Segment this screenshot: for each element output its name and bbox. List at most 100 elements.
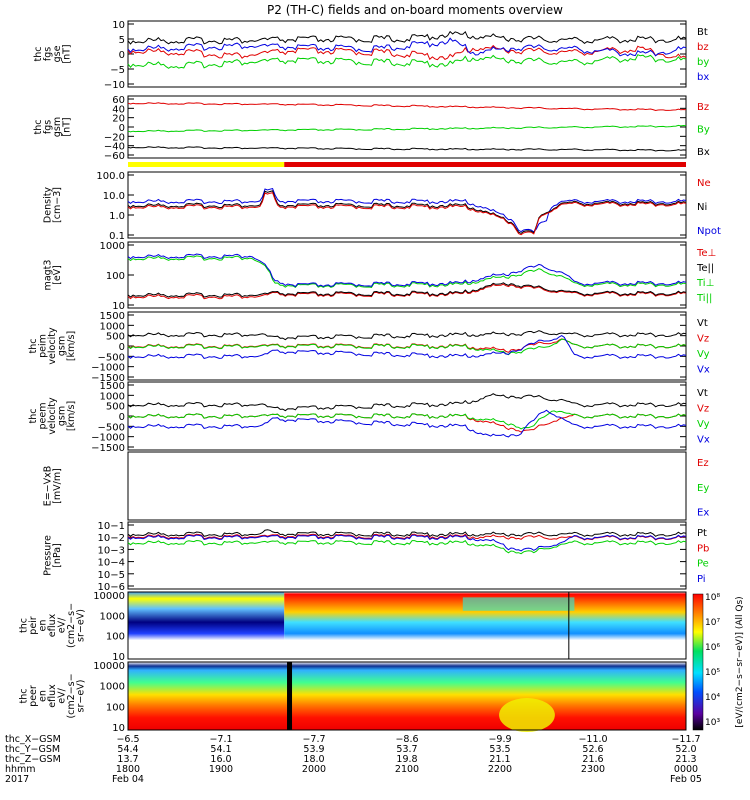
panel-frame: [127, 591, 687, 660]
xaxis-value: −6.5: [116, 734, 139, 745]
ytick-label: 10−1: [98, 521, 125, 532]
xaxis-value: 19.8: [396, 754, 417, 765]
legend-bz: bz: [697, 42, 709, 53]
xaxis-value: 2200: [488, 764, 512, 775]
series-Bt: [127, 30, 687, 45]
ytick-label: 1000: [100, 391, 125, 402]
ylabel-line: en: [38, 620, 49, 632]
xaxis-row-label: thc_X−GSM: [5, 734, 61, 745]
ytick-label: 20: [112, 114, 125, 125]
ytick-label: −500: [98, 422, 125, 433]
series-Te||: [127, 282, 687, 298]
colorbar-label-group: [eV/(cm2−s−sr−eV)] (All Qs): [735, 596, 745, 727]
ytick-label: 1000: [100, 682, 125, 693]
ylabel-line: velocity: [47, 327, 58, 365]
ytick-label: 40: [112, 104, 125, 115]
ylabel-line: [nT]: [61, 117, 72, 136]
ytick-label: 10: [112, 301, 125, 312]
ytick-label: 1000: [100, 241, 125, 252]
xaxis-value: −11.7: [671, 734, 700, 745]
legend-Ex: Ex: [697, 508, 709, 519]
ylabel-line: thc: [19, 618, 30, 633]
ytick-label: 100: [106, 271, 125, 282]
series-Pi: [127, 534, 687, 552]
panel-frame: [127, 661, 687, 731]
xaxis-value: 21.3: [675, 754, 696, 765]
ytick-label: 5: [119, 35, 125, 46]
legend-Ey: Ey: [697, 483, 709, 494]
ylabel-line: peem: [38, 403, 49, 430]
legend-by: by: [697, 57, 709, 68]
series-Vt: [127, 330, 687, 341]
heatmap-gap: [287, 662, 293, 730]
xaxis-value: 1900: [209, 764, 233, 775]
xaxis-start-date: Feb 04: [112, 774, 144, 785]
ylabel-line: velocity: [47, 397, 58, 435]
series-Pe: [127, 539, 687, 555]
xaxis-row-label: thc_Z−GSM: [5, 754, 61, 765]
legend-Ti||: Ti||: [696, 293, 712, 304]
ytick-label: 10−2: [98, 533, 125, 544]
panel-frame: [127, 171, 687, 239]
ytick-label: 1500: [100, 311, 125, 322]
ylabel-line: fgs: [42, 47, 53, 61]
ytick-label: 10: [112, 723, 125, 734]
ytick-label: 100: [106, 632, 125, 643]
legend-Te⊥: Te⊥: [696, 248, 716, 259]
series-Bx: [127, 146, 687, 152]
ytick-label: 0: [119, 123, 125, 134]
ytick-label: 10.0: [103, 191, 125, 202]
panel-efield: E=−VxB[mV/m] Ez Ey Ex: [42, 451, 709, 521]
panel-frame: [127, 521, 687, 590]
xaxis-value: 1800: [116, 764, 140, 775]
ytick-label: 100: [106, 702, 125, 713]
series-Ni: [127, 190, 687, 234]
ylabel-line: eV/: [57, 687, 68, 703]
series-Pt: [127, 529, 687, 538]
xaxis-value: 53.7: [396, 744, 417, 755]
ylabel-line: thc: [19, 689, 30, 704]
ytick-label: 10−3: [98, 545, 125, 556]
xaxis-value: 53.5: [489, 744, 510, 755]
legend-Ni: Ni: [697, 202, 707, 213]
xaxis-year: 2017: [5, 774, 29, 785]
ylabel-line: sr−eV): [76, 680, 87, 713]
ylabel-line: thc: [33, 47, 44, 62]
legend-Pb: Pb: [697, 543, 709, 554]
ylabel-line: gsm: [57, 336, 68, 356]
ylabel-line: Pressure: [42, 535, 53, 576]
colorbar: 10⁸ 10⁷ 10⁶ 10⁵ 10⁴ 10³ [eV/(cm2−s−sr−eV)] (Al…: [692, 593, 745, 731]
ylabel-line: eflux: [47, 613, 58, 637]
figure-title: P2 (TH-C) fields and on-board moments ov…: [267, 3, 563, 17]
panels: thcfgsgse[nT]1050−5−10Btbzbybxthcfgsgsm[…: [19, 20, 746, 734]
ylabel-line: en: [38, 690, 49, 702]
status-bar-segment: [284, 162, 686, 167]
legend-Bt: Bt: [697, 27, 708, 38]
ytick-label: 10−6: [98, 582, 125, 593]
ylabel-line: [eV]: [52, 265, 63, 285]
ytick-label: 1500: [100, 381, 125, 392]
legend-Vz: Vz: [697, 404, 709, 415]
legend-Ez: Ez: [697, 458, 709, 469]
legend-Vy: Vy: [697, 419, 710, 430]
xaxis-value: 52.0: [675, 744, 696, 755]
series-Vy: [127, 338, 687, 356]
xaxis-value: 0000: [674, 764, 698, 775]
ytick-label: 0.1: [109, 231, 125, 242]
ytick-label: 500: [106, 402, 125, 413]
ytick-label: −1500: [91, 443, 125, 454]
panel-pressure: Pressure[nPa] 10−110−210−3 10−410−510−6 Pt P…: [42, 521, 709, 593]
legend-Pt: Pt: [697, 528, 707, 539]
ylabel-group: magt3[eV]: [42, 260, 63, 291]
legend-Ne: Ne: [697, 178, 711, 189]
colorbar-tick: 10⁴: [705, 693, 720, 703]
xaxis-value: −9.9: [488, 734, 511, 745]
ylabel-line: peir: [28, 616, 39, 635]
colorbar-tick: 10³: [705, 718, 720, 728]
